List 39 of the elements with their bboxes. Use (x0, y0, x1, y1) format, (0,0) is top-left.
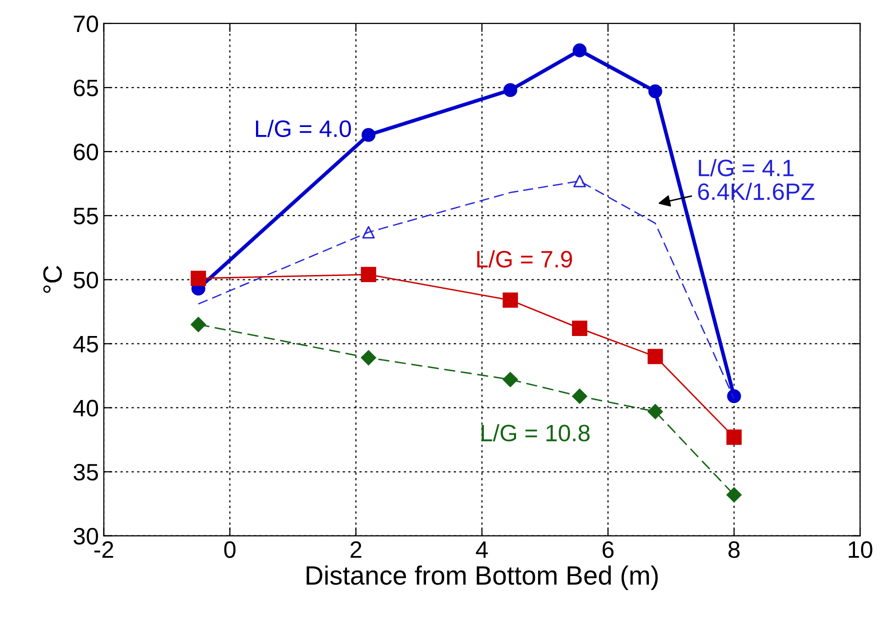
point (572, 43, 587, 58)
series-label: L/G = 7.9 (477, 250, 572, 268)
x-axis-title: Distance from Bottom Bed (m) (306, 565, 658, 590)
x-tick-label: 10 (848, 541, 872, 558)
point (362, 128, 376, 142)
point (503, 83, 518, 98)
text: L/G = 4.1 6.4K/1.6PZ (698, 158, 814, 200)
point (648, 404, 663, 420)
point (726, 487, 742, 502)
point (648, 348, 663, 364)
point (572, 320, 588, 336)
point (573, 174, 586, 188)
x-tick-label: 0 (224, 541, 236, 558)
point (502, 372, 518, 388)
point (360, 266, 376, 282)
point (502, 292, 518, 308)
y-tick-label: 50 (74, 272, 98, 288)
y-tick-label: 60 (74, 144, 98, 160)
series-label: L/G = 4.0 (256, 120, 351, 138)
point (726, 430, 742, 445)
y-tick-label: 55 (74, 208, 98, 224)
series-label: L/G = 10.8 (482, 424, 590, 442)
point (190, 270, 206, 286)
x-tick-label: 4 (476, 542, 488, 558)
y-tick-label: 65 (74, 80, 98, 96)
point (648, 84, 662, 98)
point (190, 316, 206, 332)
y-tick-label: 45 (73, 336, 98, 352)
y-axis-title: °C (43, 266, 62, 293)
point (362, 226, 375, 239)
x-tick-label: 8 (728, 541, 740, 558)
point (360, 350, 376, 366)
point (727, 389, 741, 404)
x-tick-label: 2 (350, 541, 362, 558)
y-tick-label: 70 (74, 16, 98, 32)
point (572, 388, 588, 404)
x-tick-label: 6 (602, 541, 614, 558)
y-tick-label: 35 (74, 464, 98, 481)
y-tick-label: 40 (73, 400, 98, 417)
